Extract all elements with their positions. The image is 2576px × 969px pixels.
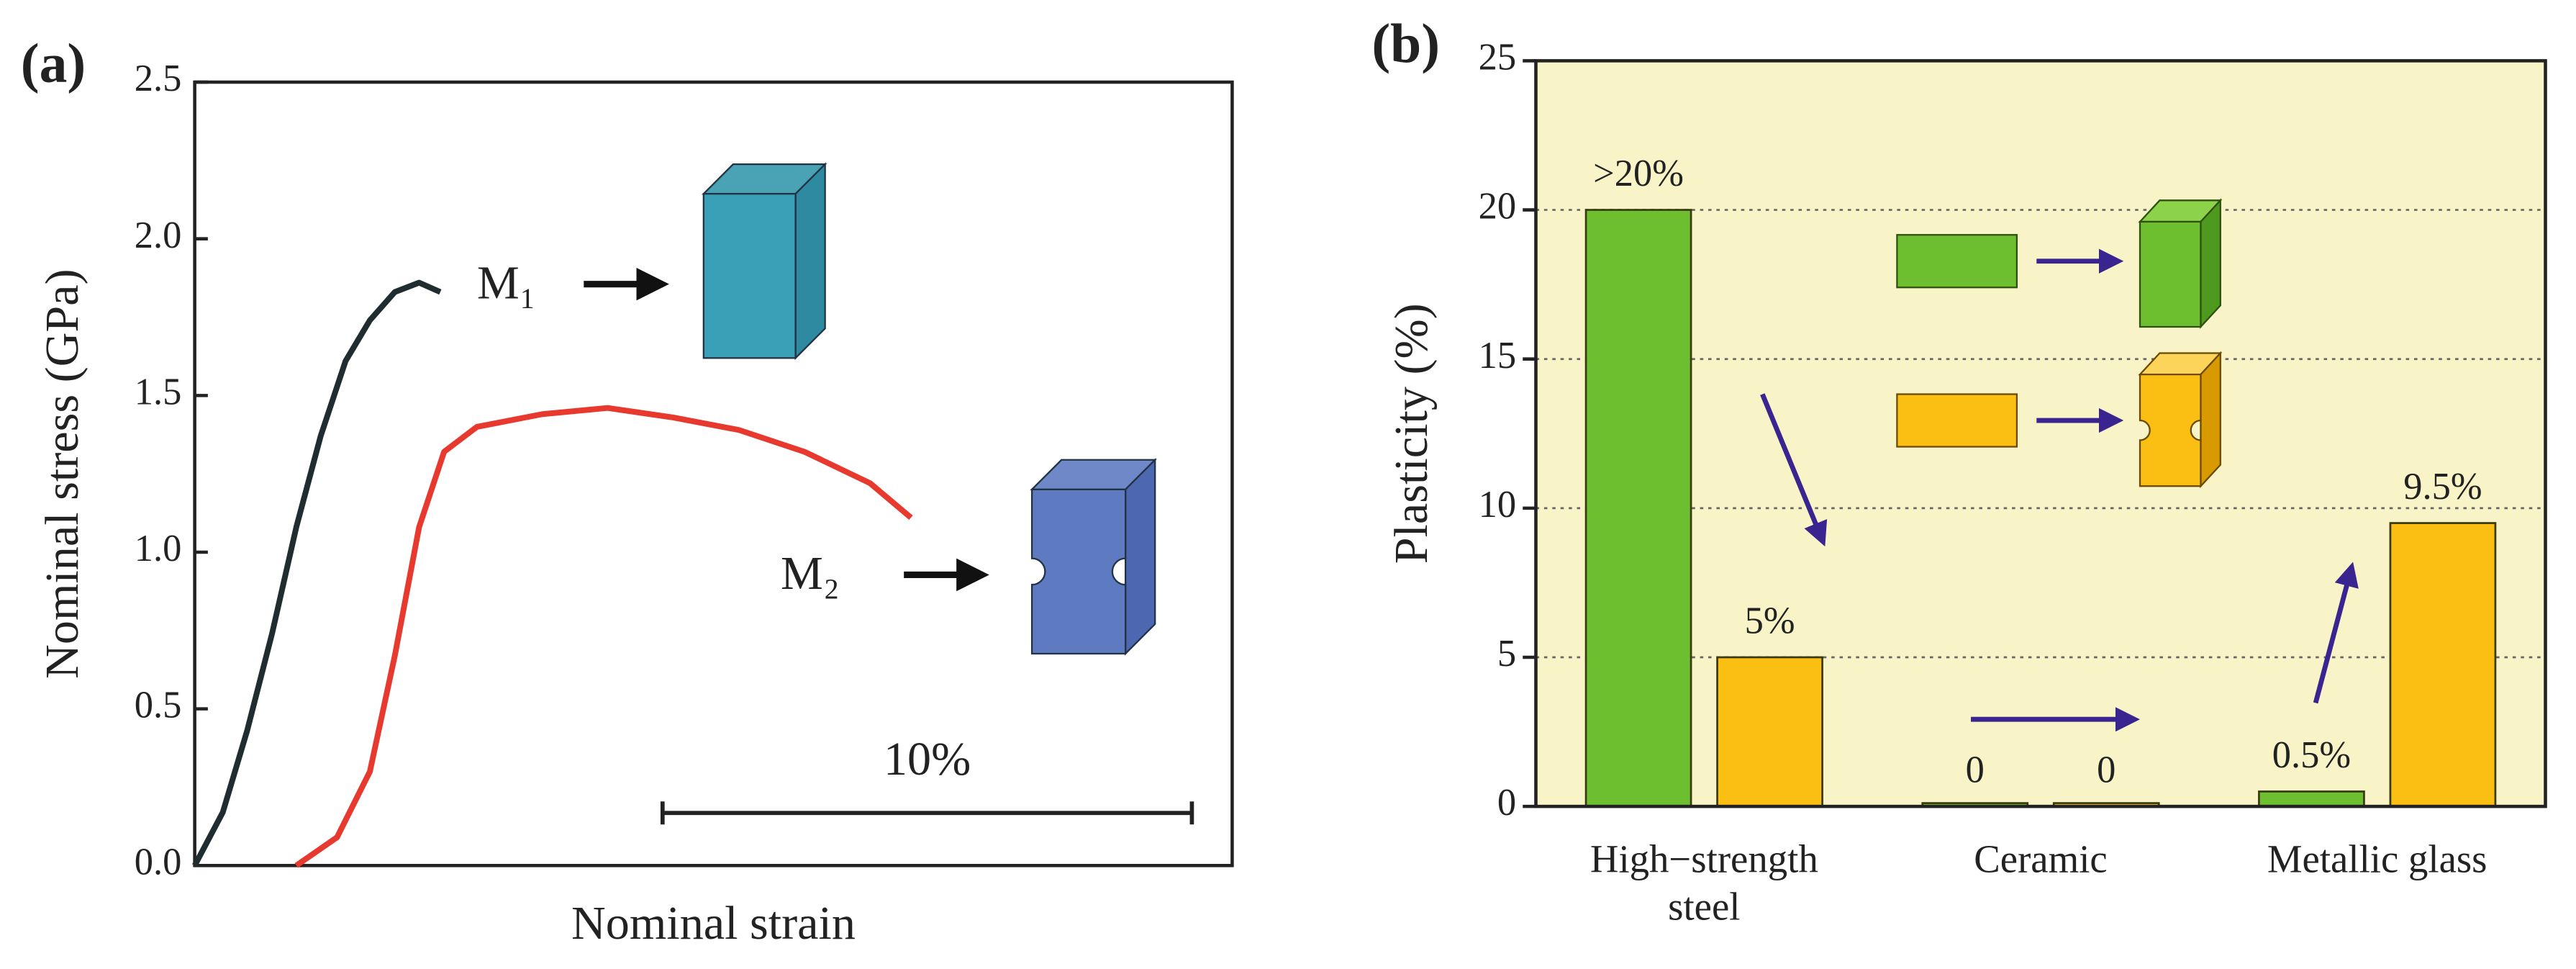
bar — [2258, 790, 2365, 808]
value-label: 0.5% — [2272, 734, 2351, 776]
value-label: 9.5% — [2403, 466, 2482, 508]
y-tick-label: 5 — [1497, 633, 1516, 675]
y-axis-label: Nominal stress (GPa) — [36, 269, 89, 678]
series-label: M₁ — [477, 256, 536, 309]
bar — [1716, 656, 1823, 808]
value-label: 0 — [1966, 749, 1985, 791]
specimen-icons-b — [1760, 198, 2359, 732]
y-tick-label: 2.0 — [135, 215, 182, 256]
y-tick-label: 10 — [1479, 484, 1516, 526]
x-tick-label: High−strength steel — [1589, 839, 1818, 929]
y-tick-label: 0.5 — [135, 685, 182, 726]
y-tick-label: 1.0 — [135, 528, 182, 569]
x-tick-label-box: Metallic glass — [2267, 839, 2487, 883]
bar — [2389, 522, 2497, 808]
x-tick-label: Ceramic — [1974, 839, 2108, 883]
series-label: M₂ — [781, 547, 840, 600]
value-label: >20% — [1593, 153, 1684, 194]
scale-bar-label: 10% — [884, 733, 971, 785]
y-tick-label: 0 — [1497, 782, 1516, 824]
plot-frame — [193, 80, 1234, 867]
plot-background — [1536, 60, 2546, 807]
y-tick-label: 2.5 — [135, 58, 182, 99]
x-axis-label: Nominal strain — [571, 897, 856, 950]
value-label: 0 — [2097, 749, 2115, 791]
x-tick-label: Metallic glass — [2267, 839, 2487, 883]
y-tick-label: 25 — [1479, 36, 1516, 78]
plot-frame — [1534, 59, 2547, 808]
panel-label: (b) — [1371, 12, 1440, 74]
y-tick-label: 0.0 — [135, 841, 182, 883]
y-tick-label: 15 — [1479, 335, 1516, 377]
y-axis-label: Plasticity (%) — [1385, 303, 1438, 564]
y-tick-label: 1.5 — [135, 371, 182, 413]
bar — [1584, 209, 1692, 808]
specimen-icons-a — [584, 162, 1157, 656]
stress-strain-curve — [294, 405, 913, 868]
y-tick-label: 20 — [1479, 186, 1516, 227]
value-label: 5% — [1745, 600, 1795, 641]
x-tick-label-box: High−strength steel — [1589, 839, 1818, 929]
x-tick-label-box: Ceramic — [1974, 839, 2108, 883]
stress-strain-curve — [192, 279, 442, 867]
panel-label: (a) — [21, 32, 86, 94]
